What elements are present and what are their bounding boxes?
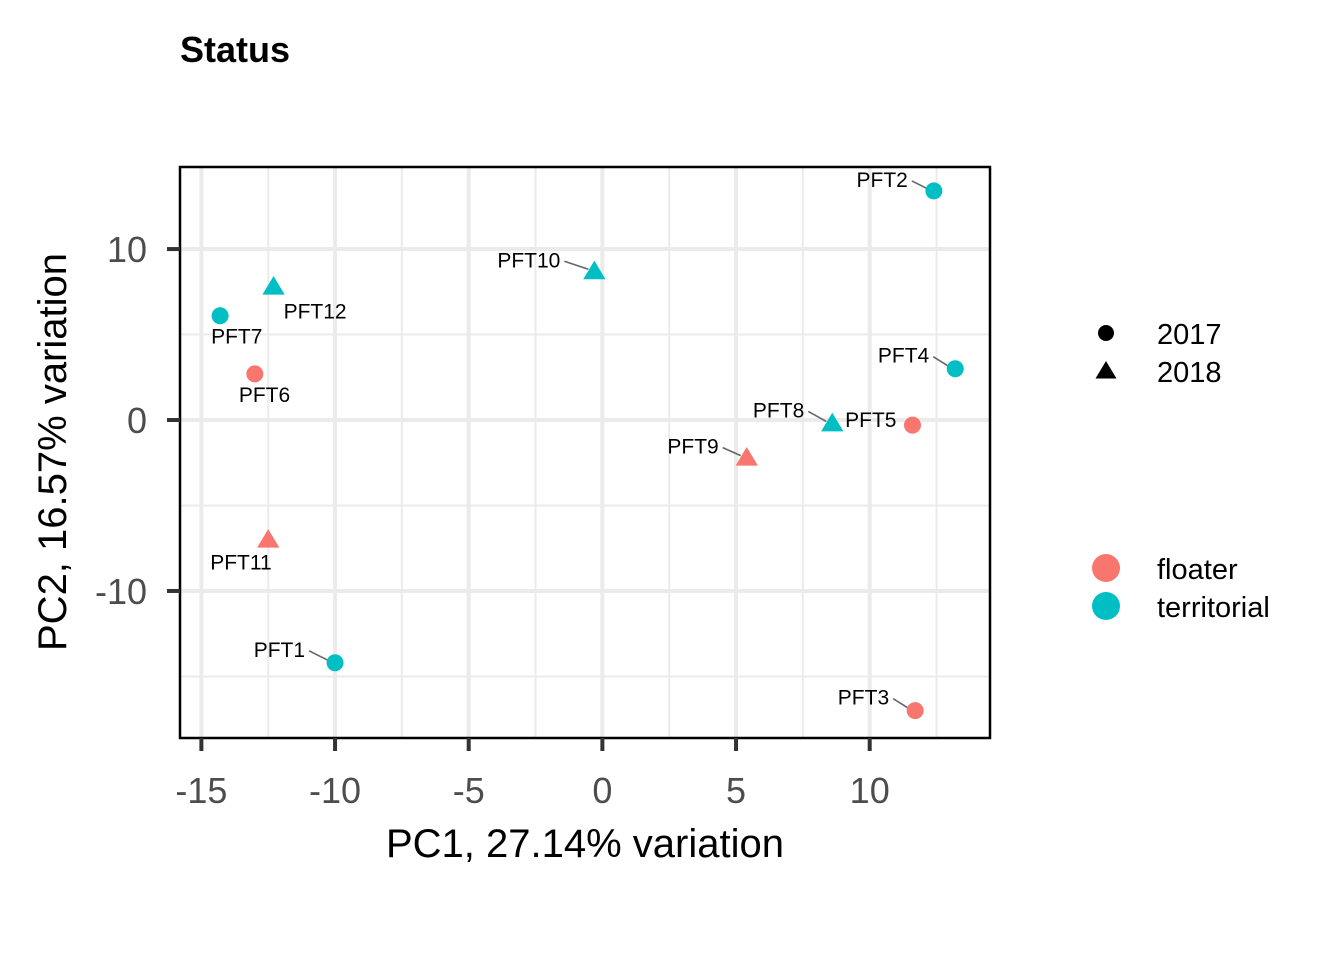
legend-key-2017 <box>1098 325 1114 341</box>
y-tick-label: 0 <box>127 400 147 441</box>
chart-title: Status <box>180 29 290 70</box>
x-tick-label: 10 <box>850 770 890 811</box>
data-point-pft4 <box>946 360 964 378</box>
point-label-pft9: PFT9 <box>667 436 718 459</box>
point-label-pft5: PFT5 <box>845 409 896 432</box>
plot-background <box>180 167 990 738</box>
leader-line <box>911 180 929 190</box>
leader-line <box>807 410 827 423</box>
y-tick-label: 10 <box>107 229 147 270</box>
data-point-pft6 <box>246 365 264 383</box>
data-point-pft11 <box>257 529 280 548</box>
y-tick-label: -10 <box>95 571 147 612</box>
data-point-pft5 <box>903 416 921 434</box>
legend-key-2018 <box>1095 361 1117 379</box>
point-label-pft12: PFT12 <box>284 301 347 324</box>
legend-year: 2017 2018 <box>1095 319 1222 389</box>
data-point-pft1 <box>326 654 344 672</box>
data-point-pft8 <box>821 412 844 432</box>
leader-line <box>308 650 330 662</box>
x-tick-label: 5 <box>726 770 746 811</box>
data-point-pft3 <box>906 702 924 720</box>
legend-key-floater <box>1092 554 1120 582</box>
leader-line <box>564 260 589 271</box>
data-point-pft9 <box>735 447 758 466</box>
label-leader-lines <box>308 180 950 710</box>
x-tick-label: -5 <box>453 770 485 811</box>
point-label-pft2: PFT2 <box>857 169 908 192</box>
leader-line <box>892 697 910 710</box>
point-label-pft11: PFT11 <box>210 552 271 575</box>
leader-line <box>722 446 742 457</box>
grid-lines <box>180 167 990 738</box>
point-label-pft1: PFT1 <box>254 639 305 662</box>
data-point-pft12 <box>262 276 285 295</box>
point-labels: PFT1 PFT2 PFT3 PFT4 PFT5 PFT6 PFT7 PFT8 PFT9 PFT1… <box>210 169 929 710</box>
data-point-pft10 <box>583 260 606 280</box>
legend-status: floater territorial <box>1092 554 1270 624</box>
point-label-pft8: PFT8 <box>753 399 804 422</box>
y-axis-title: PC2, 16.57% variation <box>31 253 75 651</box>
plot-border <box>178 165 992 740</box>
point-label-pft6: PFT6 <box>239 384 290 407</box>
x-tick-label: -10 <box>309 770 361 811</box>
legend-label-territorial: territorial <box>1157 592 1270 624</box>
legend-label-2017: 2017 <box>1157 319 1222 351</box>
x-tick-label: -15 <box>175 770 227 811</box>
leader-line <box>932 356 950 368</box>
point-label-pft7: PFT7 <box>211 326 262 349</box>
point-label-pft4: PFT4 <box>878 345 930 368</box>
x-axis-ticks: -15 -10 -5 0 5 10 <box>175 738 890 811</box>
point-label-pft10: PFT10 <box>497 249 560 272</box>
data-points <box>211 182 964 720</box>
legend-label-2018: 2018 <box>1157 357 1222 389</box>
legend-key-territorial <box>1092 592 1120 620</box>
point-label-pft3: PFT3 <box>838 687 889 710</box>
legend-label-floater: floater <box>1157 554 1238 586</box>
data-point-pft7 <box>211 307 229 325</box>
x-axis-title: PC1, 27.14% variation <box>386 822 784 866</box>
data-point-pft2 <box>925 182 943 200</box>
x-tick-label: 0 <box>592 770 612 811</box>
y-axis-ticks: -10 0 10 <box>95 229 180 612</box>
